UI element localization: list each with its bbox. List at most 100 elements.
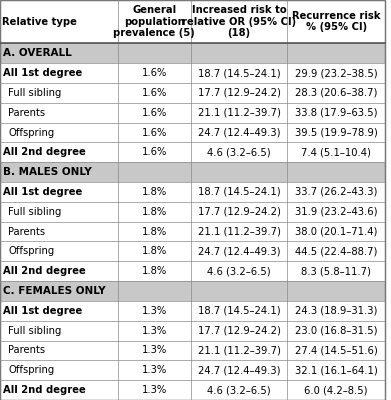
Bar [0,380,118,400]
Text: 18.7 (14.5–24.1): 18.7 (14.5–24.1) [197,68,280,78]
Text: Recurrence risk
% (95% CI): Recurrence risk % (95% CI) [292,11,380,32]
Bar [191,340,287,360]
Text: 1.8%: 1.8% [142,246,167,256]
Text: 24.3 (18.9–31.3): 24.3 (18.9–31.3) [295,306,377,316]
Text: 21.1 (11.2–39.7): 21.1 (11.2–39.7) [197,346,280,356]
Bar [191,242,287,261]
Bar [118,83,191,103]
Bar [191,63,287,83]
Bar [287,321,386,340]
Bar [191,83,287,103]
Bar [287,63,386,83]
Text: 1.8%: 1.8% [142,226,167,236]
Text: Offspring: Offspring [9,365,55,375]
Bar [191,360,287,380]
Bar [287,202,386,222]
Bar [287,242,386,261]
Bar [0,301,118,321]
Bar [0,182,118,202]
Text: 21.1 (11.2–39.7): 21.1 (11.2–39.7) [197,108,280,118]
Bar [118,321,191,340]
Bar [287,103,386,123]
Bar [118,222,191,242]
Text: All 2nd degree: All 2nd degree [3,385,86,395]
Bar [287,83,386,103]
Text: 1.6%: 1.6% [142,88,167,98]
Text: 1.6%: 1.6% [142,128,167,138]
Text: 33.7 (26.2–43.3): 33.7 (26.2–43.3) [295,187,377,197]
Text: Full sibling: Full sibling [9,326,62,336]
Text: 39.5 (19.9–78.9): 39.5 (19.9–78.9) [295,128,378,138]
Bar [287,360,386,380]
Text: 1.6%: 1.6% [142,68,167,78]
Text: Relative type: Relative type [2,17,77,27]
Bar [191,222,287,242]
Text: 1.3%: 1.3% [142,306,167,316]
Text: 1.6%: 1.6% [142,147,167,157]
Text: All 1st degree: All 1st degree [3,187,83,197]
Bar [287,142,386,162]
Bar [191,301,287,321]
Text: 21.1 (11.2–39.7): 21.1 (11.2–39.7) [197,226,280,236]
Bar [118,182,191,202]
Text: 4.6 (3.2–6.5): 4.6 (3.2–6.5) [207,266,271,276]
Bar [0,340,118,360]
Bar [118,103,191,123]
Text: 24.7 (12.4–49.3): 24.7 (12.4–49.3) [198,128,280,138]
Bar [191,202,287,222]
Bar [118,123,191,142]
Bar [118,340,191,360]
Bar [191,261,287,281]
Bar [0,0,118,43]
Bar [118,63,191,83]
Bar [0,321,118,340]
Text: Full sibling: Full sibling [9,207,62,217]
Bar [287,0,386,43]
Bar [0,261,118,281]
Text: 1.3%: 1.3% [142,365,167,375]
Bar [287,123,386,142]
Bar [118,0,191,43]
Text: All 2nd degree: All 2nd degree [3,147,86,157]
Bar [0,281,386,301]
Bar [191,380,287,400]
Bar [118,261,191,281]
Text: Parents: Parents [9,108,46,118]
Text: Increased risk to
relative OR (95% CI)
(18): Increased risk to relative OR (95% CI) (… [182,5,296,38]
Text: 18.7 (14.5–24.1): 18.7 (14.5–24.1) [197,306,280,316]
Text: 23.0 (16.8–31.5): 23.0 (16.8–31.5) [295,326,377,336]
Bar [118,202,191,222]
Bar [0,142,118,162]
Text: C. FEMALES ONLY: C. FEMALES ONLY [3,286,106,296]
Text: General
population
prevalence (5): General population prevalence (5) [113,5,195,38]
Text: All 2nd degree: All 2nd degree [3,266,86,276]
Text: 17.7 (12.9–24.2): 17.7 (12.9–24.2) [197,326,280,336]
Bar [191,103,287,123]
Text: 4.6 (3.2–6.5): 4.6 (3.2–6.5) [207,385,271,395]
Text: 44.5 (22.4–88.7): 44.5 (22.4–88.7) [295,246,377,256]
Text: All 1st degree: All 1st degree [3,68,83,78]
Text: 1.8%: 1.8% [142,187,167,197]
Text: 1.6%: 1.6% [142,108,167,118]
Text: 1.3%: 1.3% [142,346,167,356]
Text: 29.9 (23.2–38.5): 29.9 (23.2–38.5) [295,68,378,78]
Bar [118,142,191,162]
Bar [0,360,118,380]
Text: Parents: Parents [9,226,46,236]
Text: 33.8 (17.9–63.5): 33.8 (17.9–63.5) [295,108,377,118]
Text: Offspring: Offspring [9,128,55,138]
Text: 32.1 (16.1–64.1): 32.1 (16.1–64.1) [295,365,378,375]
Text: A. OVERALL: A. OVERALL [3,48,72,58]
Text: All 1st degree: All 1st degree [3,306,83,316]
Bar [287,261,386,281]
Bar [191,0,287,43]
Text: 17.7 (12.9–24.2): 17.7 (12.9–24.2) [197,88,280,98]
Text: 1.3%: 1.3% [142,385,167,395]
Bar [191,321,287,340]
Text: 28.3 (20.6–38.7): 28.3 (20.6–38.7) [295,88,377,98]
Bar [0,222,118,242]
Text: 1.3%: 1.3% [142,326,167,336]
Text: 8.3 (5.8–11.7): 8.3 (5.8–11.7) [301,266,371,276]
Bar [287,182,386,202]
Text: B. MALES ONLY: B. MALES ONLY [3,167,92,177]
